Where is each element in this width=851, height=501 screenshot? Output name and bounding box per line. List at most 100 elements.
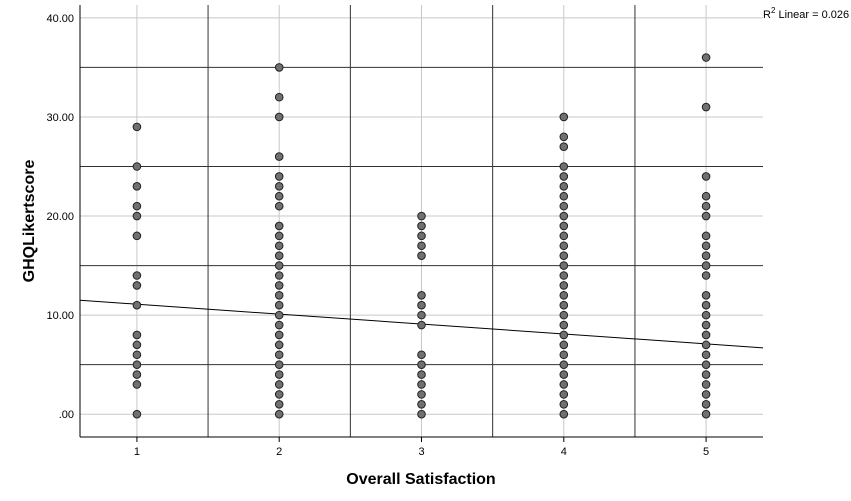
data-point <box>701 201 711 211</box>
data-point <box>559 231 569 241</box>
data-point <box>559 201 569 211</box>
y-axis-title: GHQLikertscore <box>21 160 38 283</box>
data-point <box>559 409 569 419</box>
data-point <box>274 92 284 102</box>
data-point <box>132 281 142 290</box>
data-point <box>274 231 284 241</box>
data-point <box>559 112 569 122</box>
data-point <box>274 182 284 191</box>
data-point <box>274 241 284 251</box>
data-point <box>559 310 569 320</box>
data-point <box>274 340 284 350</box>
data-point <box>132 300 142 310</box>
data-point <box>417 211 426 221</box>
data-point <box>132 271 142 280</box>
data-point <box>417 221 426 231</box>
data-point <box>559 360 569 369</box>
data-point <box>417 390 426 399</box>
data-point <box>132 330 142 340</box>
data-point <box>417 360 426 369</box>
data-point <box>417 300 426 310</box>
data-point <box>274 221 284 231</box>
data-point <box>274 390 284 399</box>
data-point <box>274 201 284 211</box>
data-point <box>274 191 284 201</box>
data-point <box>559 380 569 389</box>
data-point <box>559 330 569 340</box>
y-tick-label: 20.00 <box>46 211 74 223</box>
data-point <box>701 390 711 399</box>
data-point <box>417 370 426 379</box>
data-point <box>701 271 711 280</box>
data-point <box>559 251 569 260</box>
points-layer <box>132 53 711 419</box>
data-point <box>417 380 426 389</box>
data-point <box>274 330 284 340</box>
data-point <box>274 300 284 310</box>
data-point <box>701 291 711 300</box>
data-point <box>274 251 284 260</box>
tick-labels: .00 10.00 20.00 30.00 40.00 1 2 3 4 5 <box>46 13 709 458</box>
data-point <box>559 300 569 310</box>
data-point <box>559 172 569 181</box>
data-point <box>274 400 284 409</box>
data-point <box>132 340 142 350</box>
x-tick-label: 5 <box>703 446 709 458</box>
data-point <box>701 300 711 310</box>
data-point <box>701 53 711 62</box>
data-point <box>274 310 284 320</box>
data-point <box>417 241 426 251</box>
data-point <box>559 191 569 201</box>
data-point <box>274 370 284 379</box>
data-point <box>417 310 426 320</box>
data-point <box>132 350 142 360</box>
data-point <box>701 330 711 340</box>
data-point <box>417 320 426 330</box>
data-point <box>274 380 284 389</box>
data-point <box>132 231 142 241</box>
data-point <box>417 350 426 360</box>
data-point <box>559 261 569 270</box>
data-point <box>559 162 569 171</box>
data-point <box>701 409 711 419</box>
x-tick-label: 2 <box>276 446 282 458</box>
data-point <box>559 241 569 251</box>
data-point <box>417 400 426 409</box>
x-tick-label: 3 <box>418 446 424 458</box>
data-point <box>132 360 142 369</box>
data-point <box>274 63 284 72</box>
data-point <box>559 370 569 379</box>
data-point <box>274 172 284 181</box>
data-point <box>132 409 142 419</box>
data-point <box>559 271 569 280</box>
x-tick-label: 4 <box>561 446 567 458</box>
data-point <box>701 310 711 320</box>
data-point <box>559 291 569 300</box>
y-tick-label: 40.00 <box>46 13 74 25</box>
data-point <box>701 380 711 389</box>
data-point <box>559 221 569 231</box>
data-point <box>701 211 711 221</box>
data-point <box>701 191 711 201</box>
data-point <box>274 152 284 161</box>
data-point <box>701 251 711 260</box>
r-squared-prefix: R <box>763 9 771 21</box>
data-point <box>701 360 711 369</box>
data-point <box>559 390 569 399</box>
data-point <box>701 320 711 330</box>
data-point <box>132 380 142 389</box>
data-point <box>417 409 426 419</box>
reference-lines <box>80 5 763 437</box>
data-point <box>132 122 142 132</box>
data-point <box>559 400 569 409</box>
data-point <box>417 291 426 300</box>
data-point <box>274 261 284 270</box>
y-tick-label: 10.00 <box>46 310 74 322</box>
data-point <box>274 409 284 419</box>
data-point <box>274 320 284 330</box>
y-tick-label: 30.00 <box>46 112 74 124</box>
data-point <box>701 340 711 350</box>
data-point <box>417 231 426 241</box>
data-point <box>274 281 284 290</box>
data-point <box>274 291 284 300</box>
